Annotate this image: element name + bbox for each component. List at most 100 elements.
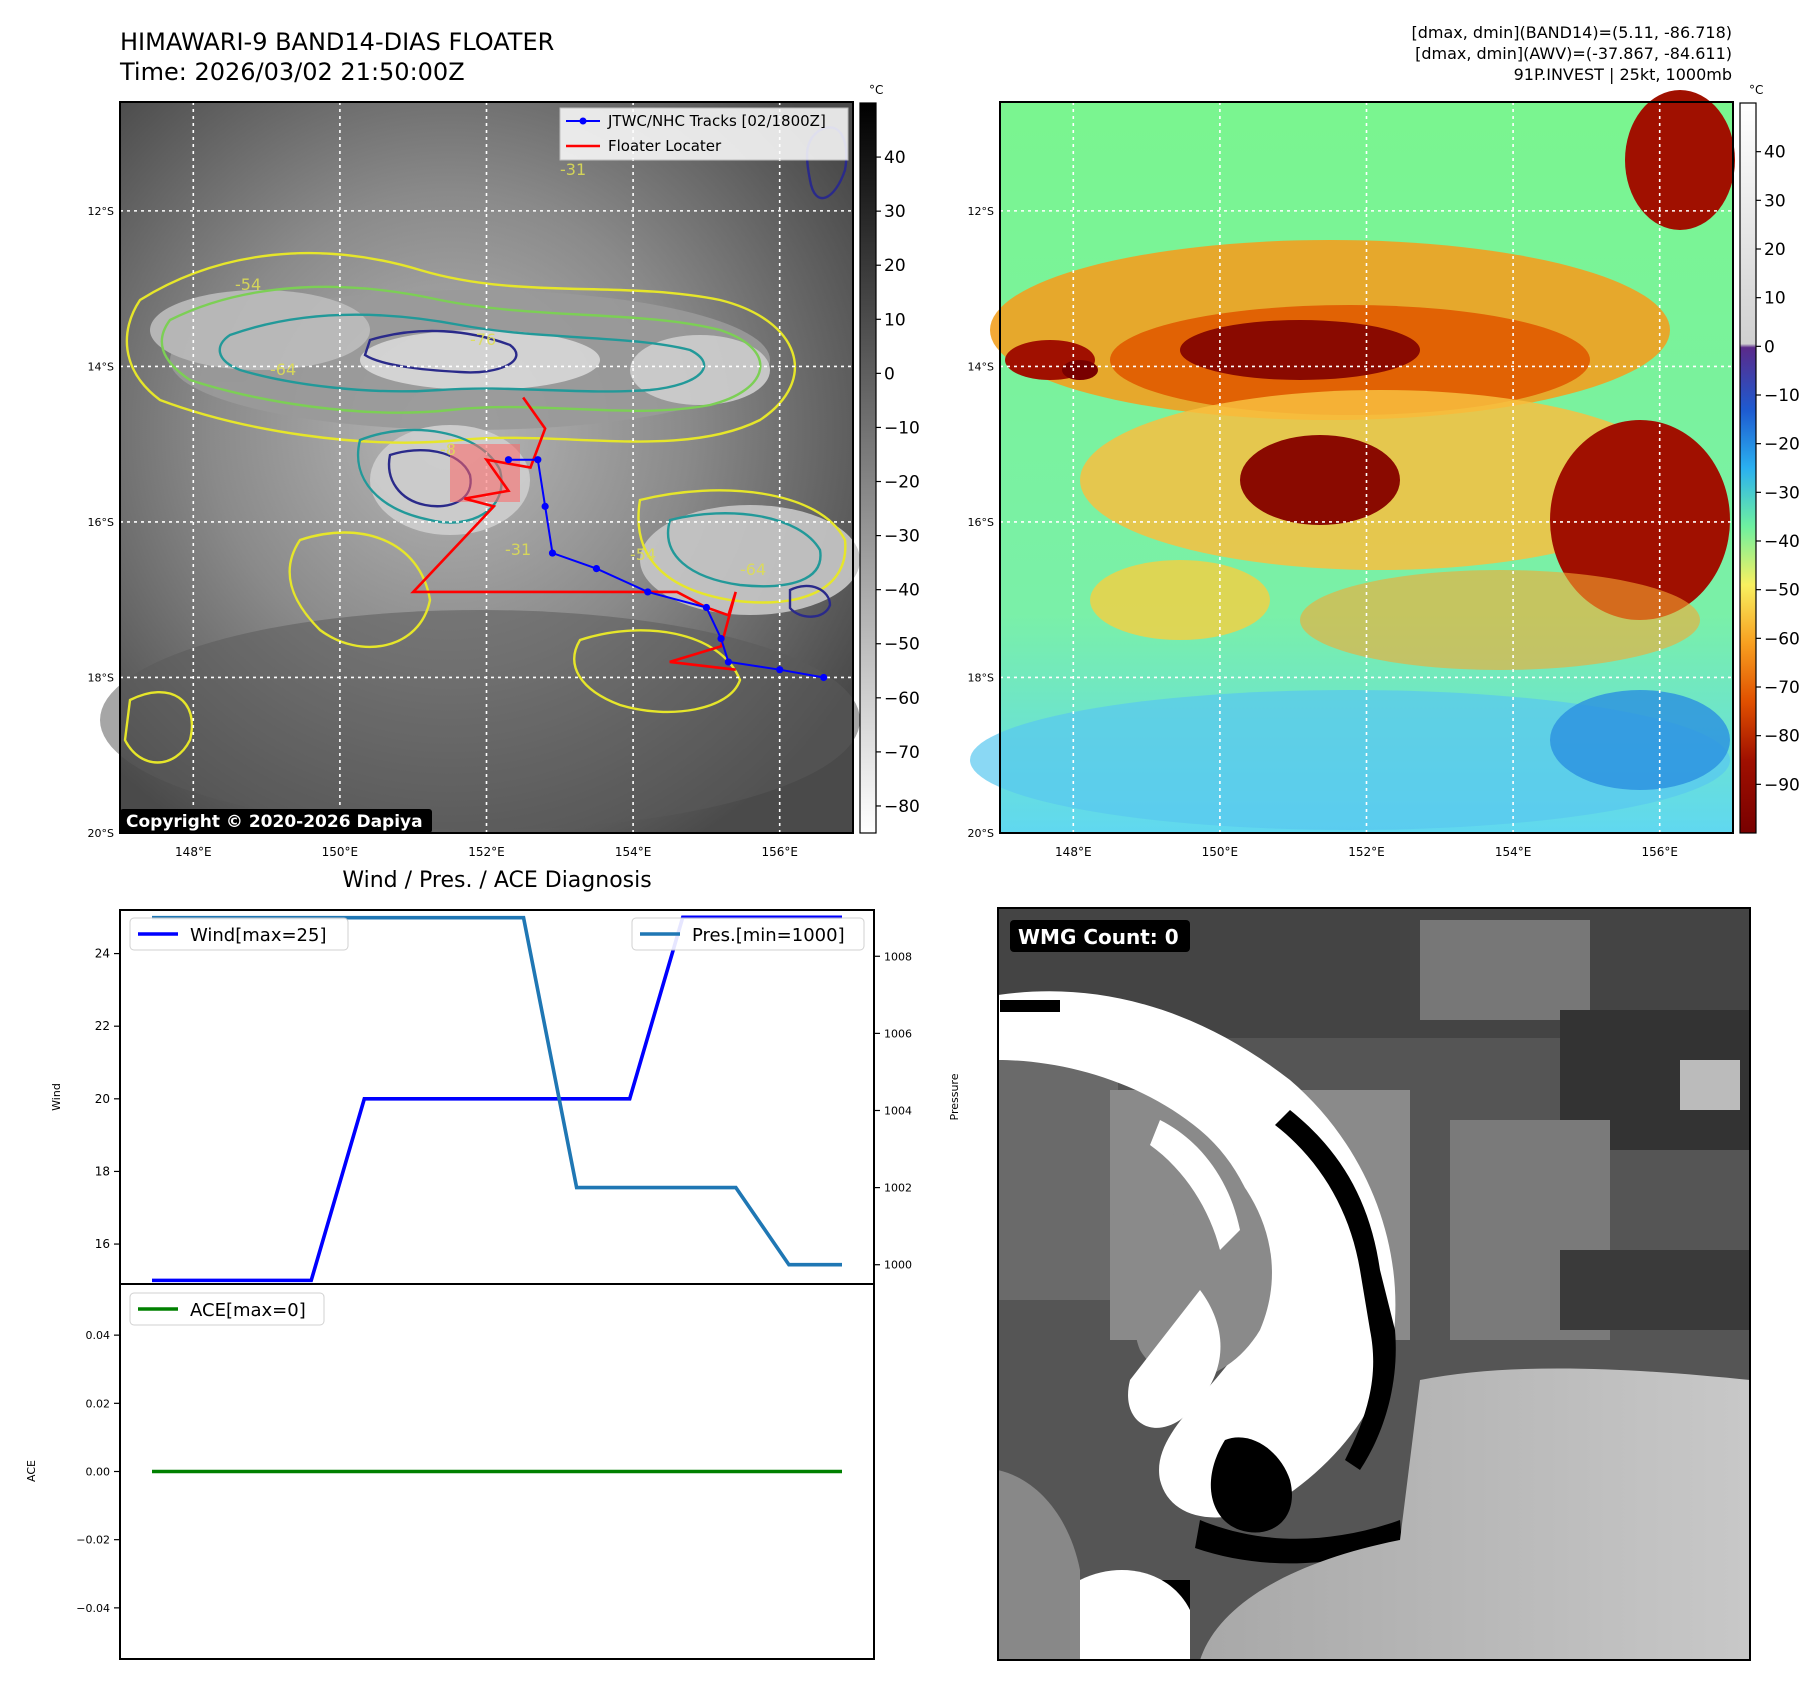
copyright-label: Copyright © 2020-2026 Dapiya (126, 812, 423, 832)
legend-tracks-label: JTWC/NHC Tracks [02/1800Z] (607, 112, 826, 130)
jtwc-track-point (644, 588, 652, 596)
jtwc-track-point (534, 456, 542, 464)
contour-label: -31 (505, 540, 531, 559)
colorbar-tick-label: −30 (884, 527, 920, 547)
colorbar-tick-label: −50 (884, 635, 920, 655)
colorbar-tick-label: −90 (1764, 775, 1800, 795)
jtwc-track-point (548, 549, 557, 557)
band14-cloud-texture (100, 290, 860, 830)
jtwc-track-point (504, 456, 513, 464)
band14-colorbar-ticks: 40 30 20 10 0 −10 −20 −30 −40 −50 −60 −70 −80 (876, 148, 920, 817)
lat-tick-label: 20°S (88, 827, 114, 840)
band14-colorbar-unit: °C (869, 83, 883, 97)
band14-map: JTWC/NHC Tracks [02/1800Z] Floater Locat… (88, 101, 860, 859)
floater-track-line (410, 396, 737, 671)
pressure-tick-label: 1006 (884, 1027, 912, 1040)
jtwc-track-point (724, 658, 732, 666)
wind-tick-label: 18 (95, 1164, 110, 1178)
lon-tick-label: 152°E (468, 845, 505, 859)
lat-tick-label: 16°S (88, 516, 114, 529)
contour-label: -8 (440, 440, 456, 459)
ace-axis-ticks: 0.04 0.02 0.00 −0.02 −0.04 (76, 1329, 120, 1615)
jtwc-track-point (702, 603, 711, 612)
band14-lon-ticks: 148°E 150°E 152°E 154°E 156°E (175, 845, 798, 859)
lon-tick-label: 148°E (1055, 845, 1092, 859)
awv-colorbar-unit: °C (1749, 83, 1763, 97)
lat-tick-label: 20°S (968, 827, 994, 840)
awv-map-frame (999, 101, 1734, 834)
lon-tick-label: 154°E (615, 845, 652, 859)
pressure-axis-ticks: 1000 1002 1004 1006 1008 (874, 950, 912, 1272)
pressure-tick-label: 1000 (884, 1259, 912, 1272)
info-line1: [dmax, dmin](BAND14)=(5.11, -86.718) (1412, 23, 1733, 42)
wmg-frame (997, 907, 1751, 1661)
wmg-panel: WMG Count: 0 (997, 907, 1751, 1661)
copyright-background (120, 809, 432, 833)
contour-label: -76 (470, 330, 496, 349)
wind-tick-label: 20 (95, 1092, 110, 1106)
colorbar-tick-label: 20 (884, 256, 906, 276)
diagnosis-title: Wind / Pres. / ACE Diagnosis (342, 868, 651, 893)
lat-tick-label: 12°S (88, 205, 114, 218)
figure-title-line1: HIMAWARI-9 BAND14-DIAS FLOATER (120, 28, 554, 56)
band14-colorbar-ramp (859, 102, 877, 834)
jtwc-track-point (776, 666, 784, 674)
pressure-axis-label: Pressure (948, 1073, 961, 1120)
ace-legend: ACE[max=0] (129, 1292, 325, 1326)
info-line3: 91P.INVEST | 25kt, 1000mb (1514, 65, 1732, 84)
awv-colorbar-ticks: 40 30 20 10 0 −10 −20 −30 −40 −50 −60 −70 −80 −90 (1756, 143, 1800, 795)
awv-lon-ticks: 148°E 150°E 152°E 154°E 156°E (1055, 845, 1678, 859)
ace-tick-label: −0.04 (76, 1602, 110, 1615)
pressure-tick-label: 1002 (884, 1182, 912, 1195)
colorbar-tick-label: −30 (1764, 483, 1800, 503)
ace-tick-label: −0.02 (76, 1534, 110, 1547)
awv-lat-ticks: 12°S 14°S 16°S 18°S 20°S (968, 205, 994, 840)
ace-tick-label: 0.04 (86, 1329, 111, 1342)
colorbar-tick-label: −70 (884, 743, 920, 763)
colorbar-tick-label: 0 (884, 364, 895, 384)
contour-label: -64 (740, 560, 766, 579)
colorbar-tick-label: −20 (884, 473, 920, 493)
colorbar-tick-label: 20 (1764, 240, 1786, 260)
colorbar-tick-label: −70 (1764, 678, 1800, 698)
colorbar-tick-label: −10 (1764, 386, 1800, 406)
lat-tick-label: 18°S (968, 671, 994, 684)
wind-legend: Wind[max=25] (129, 917, 349, 951)
jtwc-track-point (717, 634, 725, 643)
lon-tick-label: 152°E (1348, 845, 1385, 859)
colorbar-tick-label: 40 (1764, 143, 1786, 163)
jtwc-track-point (541, 502, 549, 510)
awv-colorbar: °C 40 30 20 10 0 −10 −20 −30 −40 −50 −60 −70 −80 −90 (1739, 83, 1800, 834)
lat-tick-label: 16°S (968, 516, 994, 529)
lat-tick-label: 14°S (88, 360, 114, 373)
wind-pressure-panel: 16 18 20 22 24 1000 1002 1004 1006 1008 Wind Pre… (50, 909, 961, 1285)
ace-panel: 0.04 0.02 0.00 −0.02 −0.04 ACE ACE[max=0] (25, 1283, 875, 1660)
wind-tick-label: 22 (95, 1019, 110, 1033)
band14-lat-ticks: 12°S 14°S 16°S 18°S 20°S (88, 205, 114, 840)
wind-tick-label: 16 (95, 1237, 110, 1251)
pressure-tick-label: 1008 (884, 950, 912, 963)
jtwc-track-point (820, 673, 828, 682)
colorbar-tick-label: −40 (1764, 532, 1800, 552)
lat-tick-label: 18°S (88, 671, 114, 684)
lon-tick-label: 156°E (761, 845, 798, 859)
colorbar-tick-label: −50 (1764, 581, 1800, 601)
wind-tick-label: 24 (95, 947, 110, 961)
colorbar-tick-label: 10 (1764, 289, 1786, 309)
floater-box (450, 444, 520, 502)
pressure-legend-label: Pres.[min=1000] (692, 925, 845, 946)
legend-floater-label: Floater Locater (608, 137, 722, 155)
lon-tick-label: 148°E (175, 845, 212, 859)
ace-legend-label: ACE[max=0] (190, 1300, 306, 1321)
pressure-tick-label: 1004 (884, 1104, 912, 1117)
lat-tick-label: 14°S (968, 360, 994, 373)
wind-series-line (152, 915, 842, 1283)
colorbar-tick-label: 30 (1764, 191, 1786, 211)
jtwc-track-point (592, 564, 601, 573)
colorbar-tick-label: −80 (1764, 727, 1800, 747)
contour-label: -64 (270, 360, 296, 379)
awv-colorbar-ramp (1739, 102, 1757, 834)
colorbar-tick-label: −20 (1764, 435, 1800, 455)
ace-tick-label: 0.00 (86, 1466, 111, 1479)
